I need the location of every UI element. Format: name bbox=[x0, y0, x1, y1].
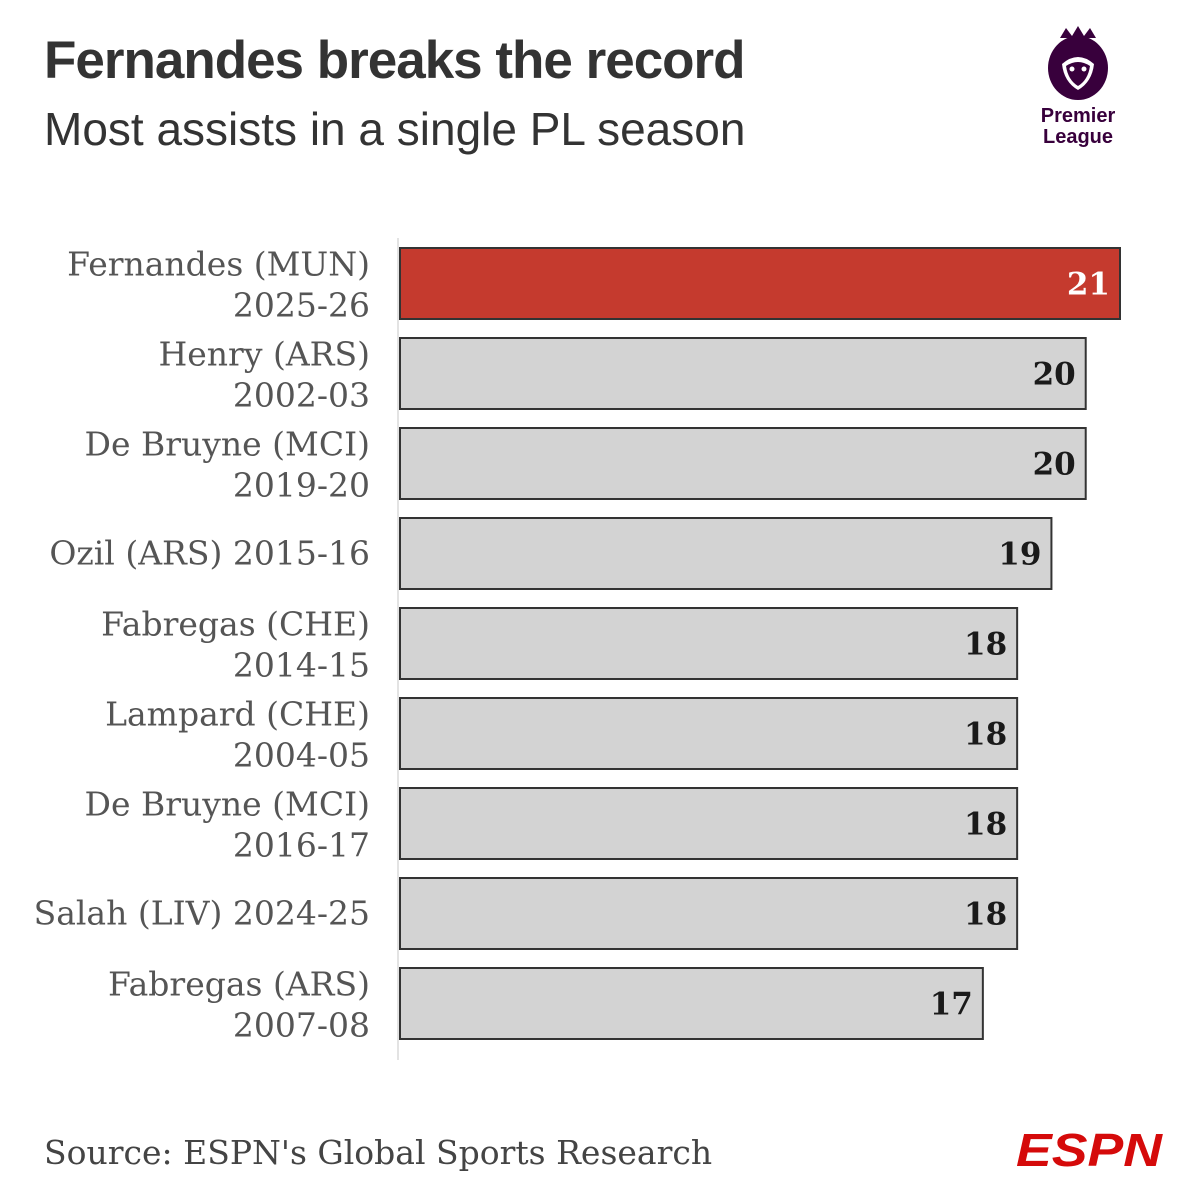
bar-value-label: 19 bbox=[998, 537, 1041, 573]
category-label: Ozil (ARS) 2015-16 bbox=[49, 534, 370, 573]
bar-value-label: 20 bbox=[1033, 447, 1076, 483]
category-label: Lampard (CHE) 2004-05 bbox=[105, 695, 370, 775]
category-label-line: 2016-17 bbox=[233, 826, 370, 865]
bar bbox=[399, 697, 1019, 770]
category-label: De Bruyne (MCI) 2019-20 bbox=[85, 425, 371, 505]
bar bbox=[399, 877, 1019, 950]
bar-value-label: 20 bbox=[1033, 357, 1076, 393]
logo-line-2: League bbox=[1042, 126, 1114, 148]
category-label-line: Fabregas (CHE) bbox=[101, 605, 370, 644]
category-label-line: 2019-20 bbox=[233, 466, 370, 505]
bar bbox=[399, 607, 1019, 680]
bar bbox=[399, 337, 1087, 410]
chart-subtitle: Most assists in a single PL season bbox=[44, 103, 746, 155]
premier-league-logo: Premier League bbox=[1032, 24, 1124, 154]
category-label-line: 2004-05 bbox=[233, 736, 370, 775]
bar-value-label: 18 bbox=[964, 807, 1007, 843]
bar-value-label: 18 bbox=[964, 717, 1007, 753]
category-label: Salah (LIV) 2024-25 bbox=[34, 894, 370, 933]
lion-crest-icon bbox=[1048, 26, 1108, 100]
category-label-line: Salah (LIV) 2024-25 bbox=[34, 894, 370, 933]
bar-value-label: 21 bbox=[1067, 267, 1110, 303]
category-label-line: 2002-03 bbox=[233, 376, 370, 415]
category-label-line: Henry (ARS) bbox=[158, 335, 370, 374]
category-label-line: De Bruyne (MCI) bbox=[85, 785, 371, 824]
bar bbox=[399, 517, 1053, 590]
bar-value-label: 18 bbox=[964, 897, 1007, 933]
category-label-line: 2025-26 bbox=[233, 286, 370, 325]
category-label-line: 2007-08 bbox=[233, 1006, 370, 1045]
bar bbox=[399, 247, 1121, 320]
bar-value-label: 18 bbox=[964, 627, 1007, 663]
espn-logo: ESPN bbox=[1014, 1124, 1164, 1177]
category-label: De Bruyne (MCI) 2016-17 bbox=[85, 785, 371, 865]
category-label: Fabregas (ARS) 2007-08 bbox=[108, 965, 370, 1045]
category-label: Fabregas (CHE) 2014-15 bbox=[101, 605, 370, 685]
bar bbox=[399, 427, 1087, 500]
chart-title: Fernandes breaks the record bbox=[44, 31, 746, 90]
category-label-line: Lampard (CHE) bbox=[105, 695, 370, 734]
category-label-line: Fernandes (MUN) bbox=[67, 245, 370, 284]
bar bbox=[399, 967, 984, 1040]
category-label-line: Fabregas (ARS) bbox=[108, 965, 370, 1004]
bar bbox=[399, 787, 1019, 860]
category-label-line: Ozil (ARS) 2015-16 bbox=[49, 534, 370, 573]
category-label: Henry (ARS) 2002-03 bbox=[158, 335, 370, 415]
source-note: Source: ESPN's Global Sports Research bbox=[44, 1133, 713, 1172]
logo-line-1: Premier bbox=[1040, 105, 1116, 127]
category-label: Fernandes (MUN) 2025-26 bbox=[67, 245, 370, 325]
espn-wordmark: ESPN bbox=[1016, 1128, 1163, 1172]
category-label-line: De Bruyne (MCI) bbox=[85, 425, 371, 464]
bar-value-label: 17 bbox=[930, 987, 973, 1023]
category-label-line: 2014-15 bbox=[233, 646, 370, 685]
